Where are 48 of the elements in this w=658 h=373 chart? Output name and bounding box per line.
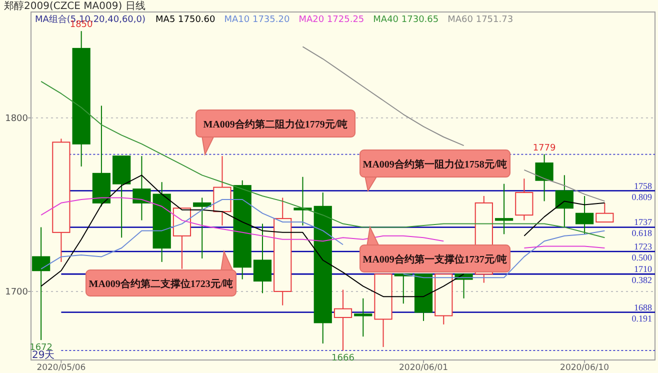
candlestick: [314, 192, 332, 344]
annotation: 0.382: [632, 275, 652, 286]
text: MA40 1730.65: [373, 15, 439, 25]
annotation: 0.618: [632, 228, 652, 238]
x-tick-label: 2020/06/10: [560, 363, 610, 373]
annotation: 0.500: [632, 252, 652, 263]
candlestick: [213, 156, 232, 226]
candlestick: [253, 223, 272, 294]
candlestick: [555, 174, 574, 228]
callout: MA009合约第二阻力位1779元/吨: [196, 110, 356, 156]
candlestick: [494, 183, 514, 235]
annotation: MA009合约第二阻力位1779元/吨: [203, 118, 348, 130]
candlestick: [515, 178, 534, 221]
candlestick: [575, 195, 594, 235]
annotation: MA009合约第一阻力位1758元/吨: [362, 158, 508, 170]
candlestick: [32, 226, 50, 341]
annotation: MA009合约第二支撑位1723元/吨: [88, 278, 234, 290]
y-tick-label: 1700: [5, 287, 28, 298]
annotation: MA009合约第一支撑位1737元/吨: [362, 254, 508, 266]
candlestick: [132, 156, 151, 221]
annotation: 1779: [532, 143, 556, 154]
x-tick-label: 2020/06/01: [399, 363, 448, 373]
callout: MA009合约第一支撑位1737元/吨: [360, 226, 510, 272]
text: MA20 1725.25: [298, 15, 364, 25]
candlestick: [193, 197, 212, 259]
ref-line-label: 1688: [634, 302, 652, 312]
x-tick-label: 2020/05/06: [36, 363, 86, 373]
chart-title: 郑醇2009(CZCE MA009) 日线: [4, 0, 146, 12]
annotation: 0.809: [632, 192, 652, 202]
candlestick: [294, 176, 312, 226]
ref-line-label: 1737: [634, 217, 652, 228]
annotation: 0.191: [632, 313, 652, 324]
text: MA60 1751.73: [448, 15, 514, 25]
callout: MA009合约第一阻力位1758元/吨: [360, 150, 510, 192]
annotation: 1666: [332, 353, 355, 364]
candlestick: [334, 289, 352, 351]
y-tick-label: 1800: [5, 114, 28, 124]
text: MA10 1735.20: [224, 15, 290, 25]
candlestick: [274, 197, 292, 306]
candlestick: [535, 154, 554, 202]
candlestick: [152, 182, 171, 262]
callout: MA009合约第二支撑位1723元/吨: [86, 250, 236, 296]
ref-line-label: 1758: [634, 180, 652, 191]
ref-line-label: 1723: [634, 242, 652, 252]
text: MA5 1750.60: [156, 15, 216, 25]
candlestick: [354, 298, 372, 338]
ref-line-label: 1710: [634, 264, 652, 274]
candlestick: [72, 30, 90, 167]
